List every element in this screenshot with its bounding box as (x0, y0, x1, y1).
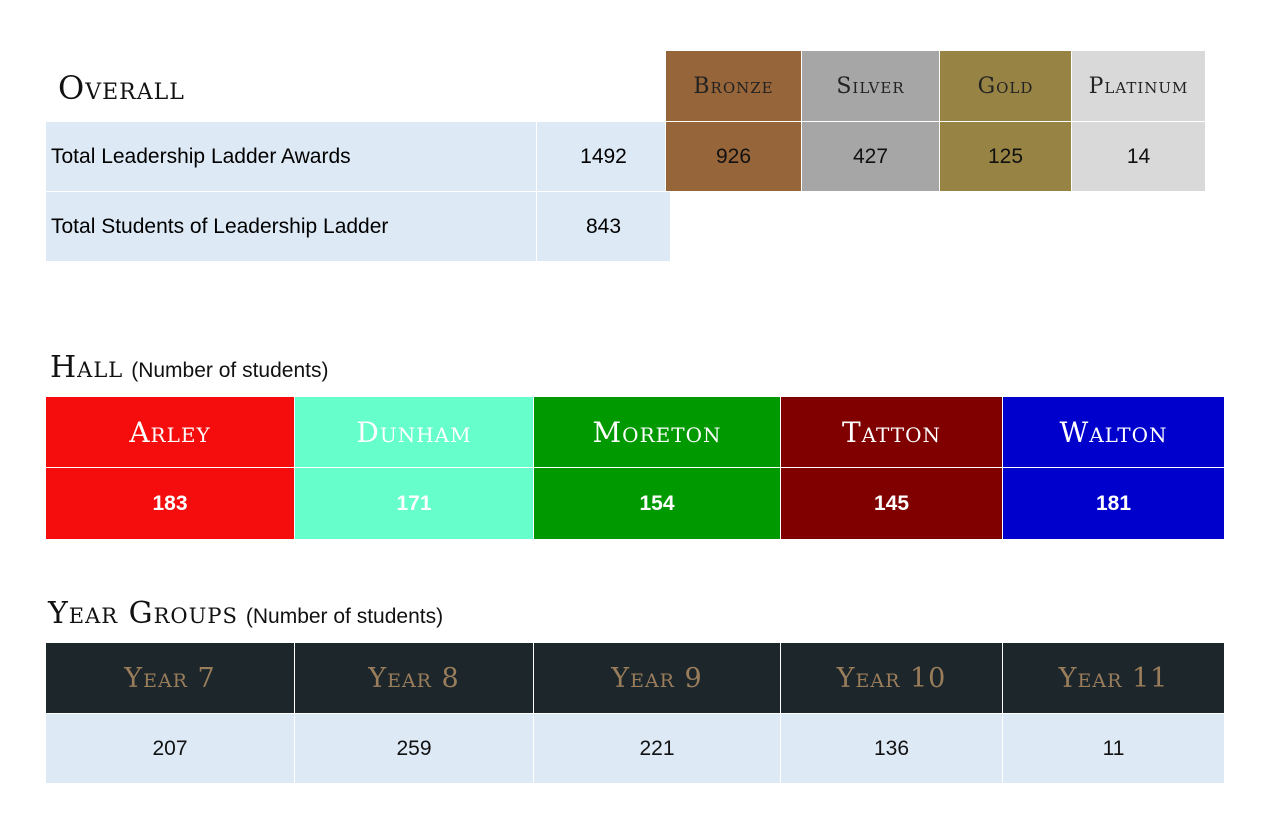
walton-header: Walton (1002, 396, 1225, 468)
total-students-label: Total Students of Leadership Ladder (45, 191, 537, 262)
overall-title: Overall (58, 69, 185, 107)
year-11-header: Year 11 (1002, 642, 1225, 714)
hall-subtitle: (Number of students) (131, 359, 329, 382)
dunham-value: 171 (294, 467, 534, 540)
year-10-value: 136 (780, 713, 1003, 784)
medal-header-row: Bronze Silver Gold Platinum (665, 50, 1206, 122)
year-groups-heading: Year Groups (Number of students) (48, 594, 443, 637)
platinum-value: 14 (1071, 121, 1206, 192)
bronze-value: 926 (665, 121, 802, 192)
medal-value-row: 926 427 125 14 (665, 121, 1206, 192)
year-9-header: Year 9 (533, 642, 781, 714)
silver-value: 427 (801, 121, 940, 192)
hall-header-row: Arley Dunham Moreton Tatton Walton (45, 396, 1225, 468)
arley-value: 183 (45, 467, 295, 540)
hall-heading: Hall (Number of students) (50, 348, 328, 391)
moreton-header: Moreton (533, 396, 781, 468)
table-row: Total Students of Leadership Ladder 843 (45, 191, 671, 262)
gold-value: 125 (939, 121, 1072, 192)
year-8-value: 259 (294, 713, 534, 784)
year-7-header: Year 7 (45, 642, 295, 714)
year-groups-title: Year Groups (48, 596, 238, 631)
year-header-row: Year 7 Year 8 Year 9 Year 10 Year 11 (45, 642, 1225, 714)
hall-title: Hall (50, 350, 124, 385)
bronze-header: Bronze (665, 50, 802, 122)
moreton-value: 154 (533, 467, 781, 540)
hall-value-row: 183 171 154 145 181 (45, 467, 1225, 540)
year-8-header: Year 8 (294, 642, 534, 714)
year-value-row: 207 259 221 136 11 (45, 713, 1225, 784)
platinum-header: Platinum (1071, 50, 1206, 122)
tatton-header: Tatton (780, 396, 1003, 468)
tatton-value: 145 (780, 467, 1003, 540)
total-students-value: 843 (536, 191, 671, 262)
total-awards-value: 1492 (536, 121, 671, 192)
table-row: Total Leadership Ladder Awards 1492 (45, 121, 671, 192)
year-11-value: 11 (1002, 713, 1225, 784)
dunham-header: Dunham (294, 396, 534, 468)
total-awards-label: Total Leadership Ladder Awards (45, 121, 537, 192)
gold-header: Gold (939, 50, 1072, 122)
silver-header: Silver (801, 50, 940, 122)
year-9-value: 221 (533, 713, 781, 784)
year-7-value: 207 (45, 713, 295, 784)
hall-table: Arley Dunham Moreton Tatton Walton 183 1… (45, 396, 1225, 540)
medal-table: Bronze Silver Gold Platinum 926 427 125 … (665, 50, 1206, 192)
year-10-header: Year 10 (780, 642, 1003, 714)
walton-value: 181 (1002, 467, 1225, 540)
year-groups-subtitle: (Number of students) (245, 605, 444, 628)
year-groups-table: Year 7 Year 8 Year 9 Year 10 Year 11 207… (45, 642, 1225, 784)
overall-table: Total Leadership Ladder Awards 1492 Tota… (45, 121, 671, 262)
arley-header: Arley (45, 396, 295, 468)
